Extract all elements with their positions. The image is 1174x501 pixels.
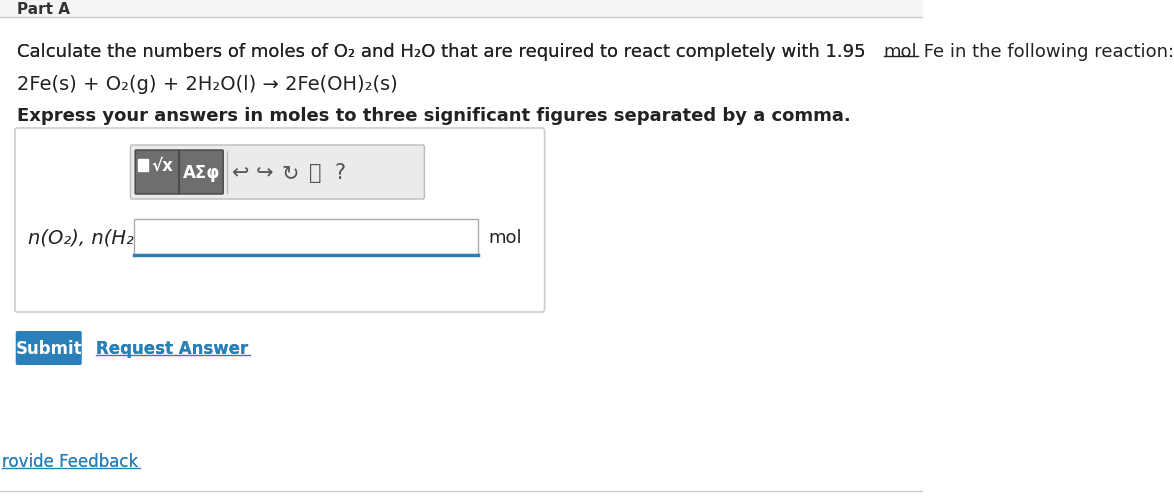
Text: ↻: ↻ — [282, 163, 298, 183]
Text: Fe in the following reaction:: Fe in the following reaction: — [918, 43, 1174, 61]
Text: Calculate the numbers of moles of O₂ and H₂O that are required to react complete: Calculate the numbers of moles of O₂ and… — [18, 43, 871, 61]
Bar — [0, 0, 923, 18]
Text: Request Answer: Request Answer — [96, 339, 248, 357]
Text: ?: ? — [335, 163, 346, 183]
Text: Submit: Submit — [15, 339, 82, 357]
Text: 2Fe(s) + O₂(g) + 2H₂O(l) → 2Fe(OH)₂(s): 2Fe(s) + O₂(g) + 2H₂O(l) → 2Fe(OH)₂(s) — [18, 75, 398, 94]
Text: ⎖: ⎖ — [309, 163, 322, 183]
FancyBboxPatch shape — [180, 151, 223, 194]
Text: rovide Feedback: rovide Feedback — [1, 452, 137, 470]
Text: √x: √x — [151, 157, 174, 175]
Text: mol: mol — [488, 228, 522, 246]
Text: mol: mol — [884, 43, 917, 61]
Text: Express your answers in moles to three significant figures separated by a comma.: Express your answers in moles to three s… — [18, 107, 851, 125]
Text: ↩: ↩ — [231, 163, 249, 183]
Text: rovide Feedback: rovide Feedback — [1, 452, 137, 470]
Text: Request Answer: Request Answer — [96, 339, 248, 357]
Text: Part A: Part A — [18, 3, 70, 18]
Text: Calculate the numbers of moles of O₂ and H₂O that are required to react complete: Calculate the numbers of moles of O₂ and… — [18, 43, 871, 61]
Bar — [139, 160, 148, 172]
Bar — [134, 219, 478, 256]
FancyBboxPatch shape — [15, 331, 82, 365]
Text: ↪: ↪ — [256, 163, 274, 183]
FancyBboxPatch shape — [15, 129, 545, 313]
FancyBboxPatch shape — [130, 146, 424, 199]
Text: n(O₂), n(H₂O) =: n(O₂), n(H₂O) = — [28, 228, 180, 247]
Text: AΣφ: AΣφ — [182, 164, 220, 182]
FancyBboxPatch shape — [135, 151, 180, 194]
